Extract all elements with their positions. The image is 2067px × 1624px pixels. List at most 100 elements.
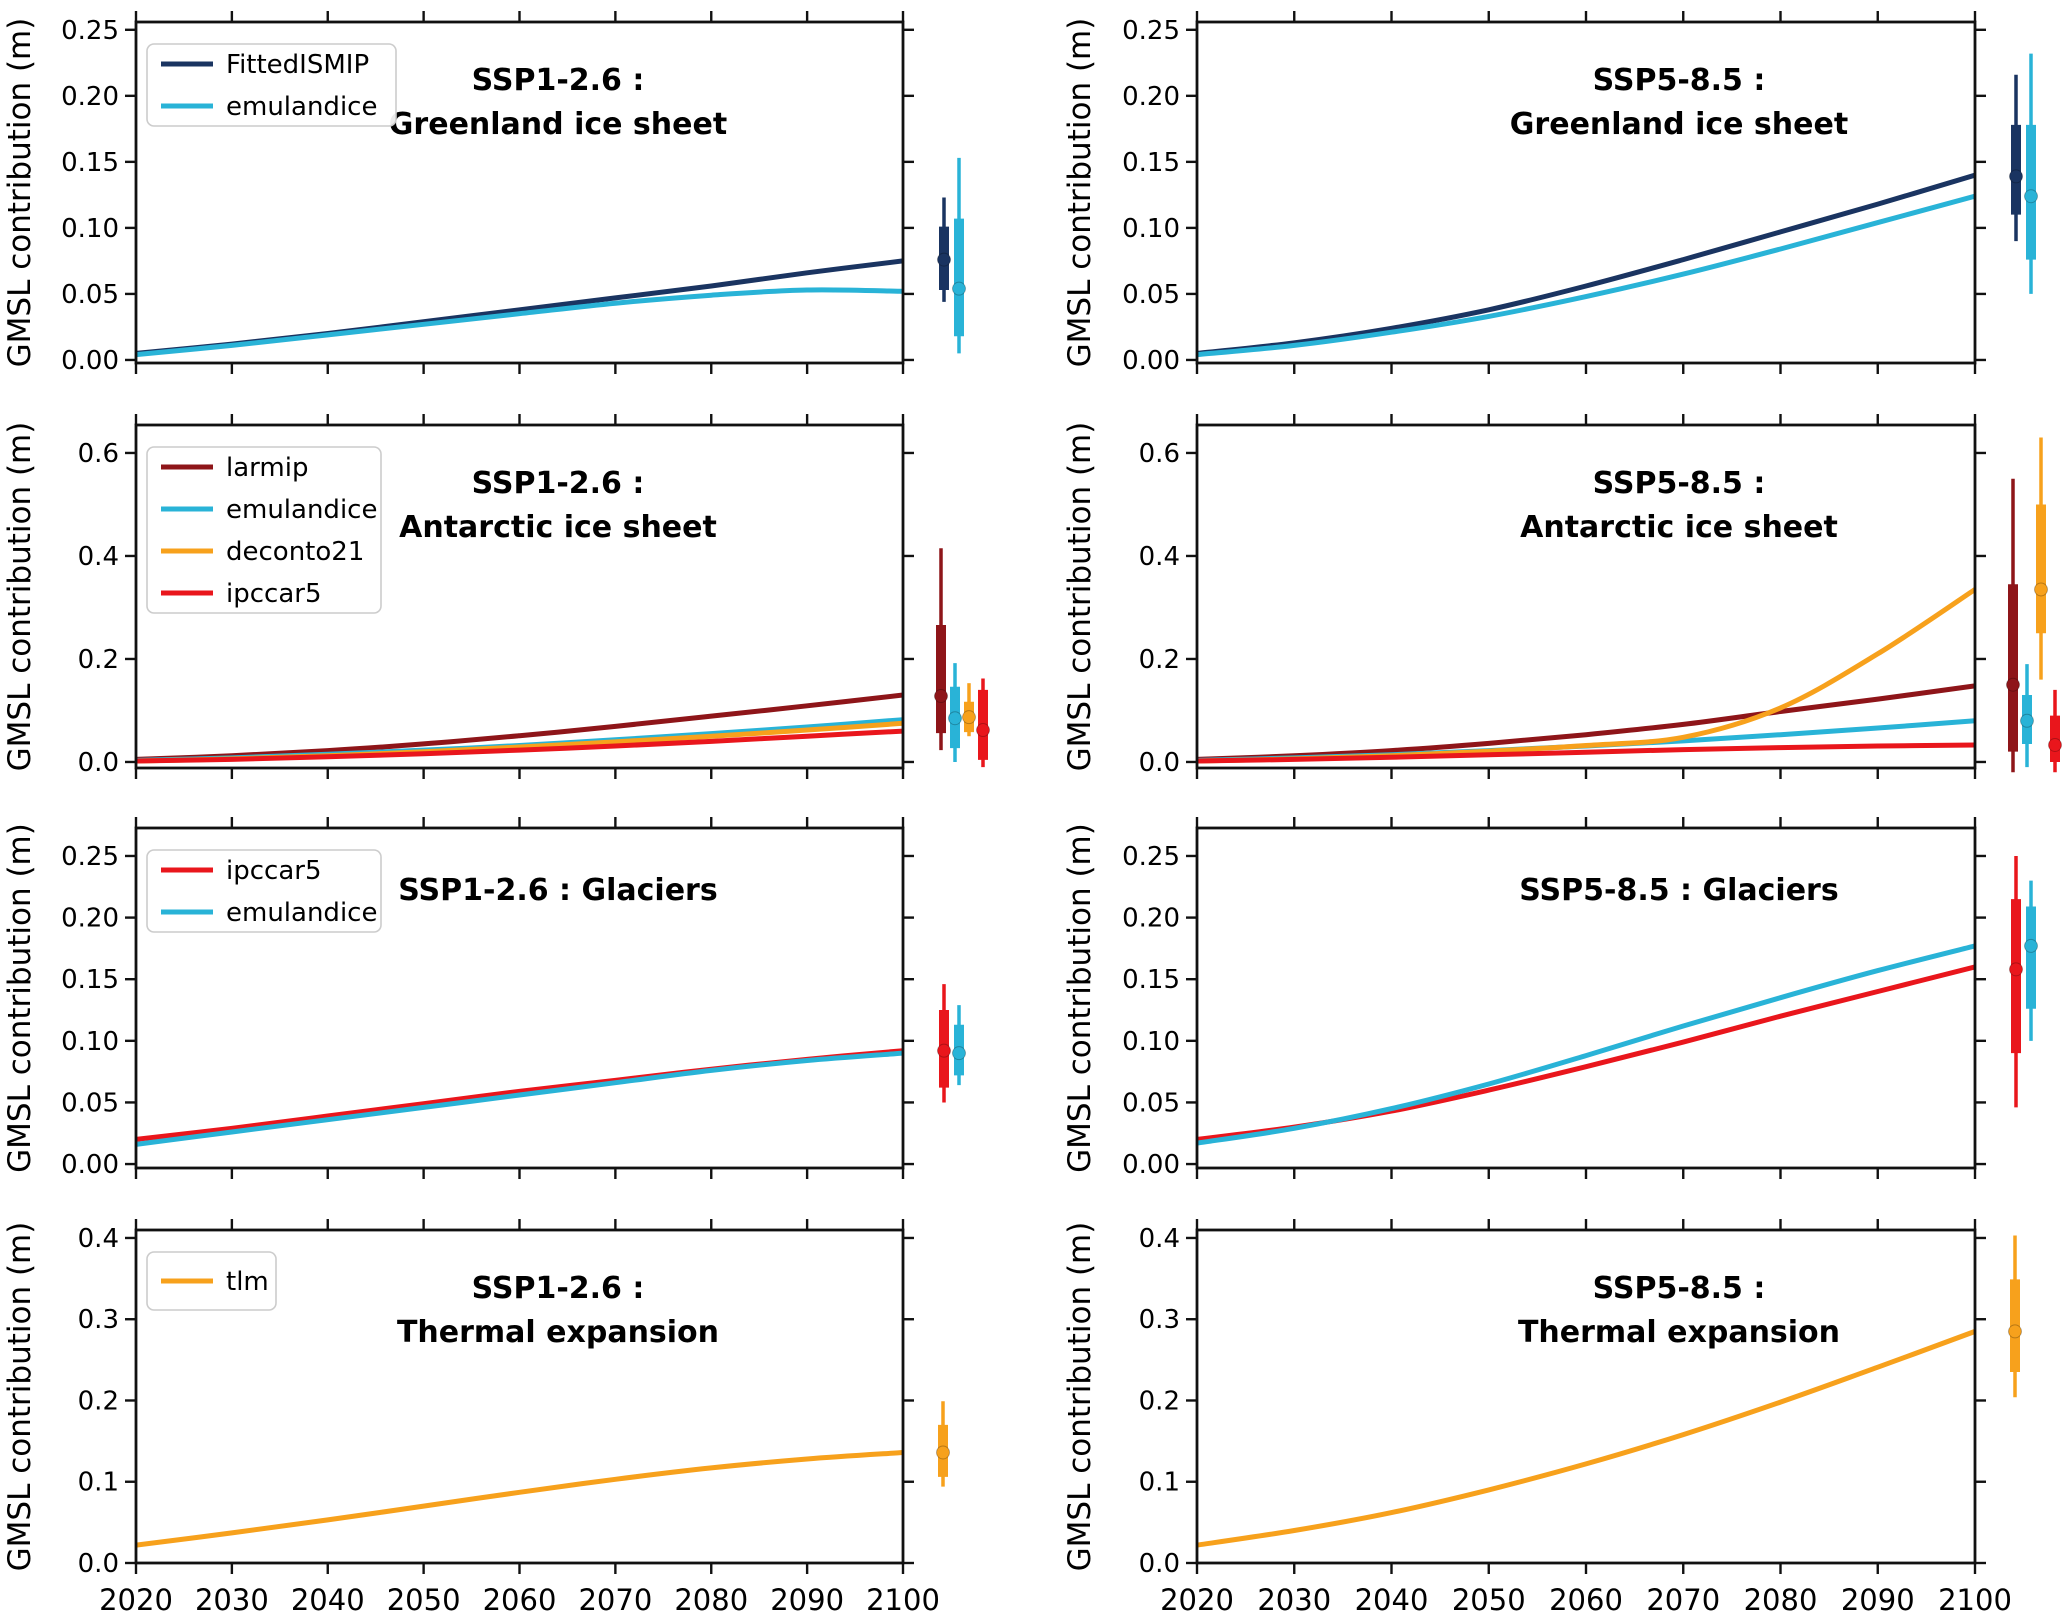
ssp126_thermal-legend: tlm [146, 1251, 277, 1311]
ssp585_glaciers-y-tick-label: 0.15 [1122, 965, 1180, 995]
ssp585_antarctic-errorbar-median-ipccar5 [2048, 737, 2062, 752]
ssp585_glaciers-y-tick-label: 0.00 [1122, 1150, 1180, 1180]
ssp126_thermal-x-tick-label: 2060 [483, 1583, 557, 1617]
svg-text:Antarctic ice sheet: Antarctic ice sheet [1520, 510, 1838, 545]
ssp126_thermal-legend-label-tlm: tlm [226, 1267, 269, 1297]
ssp585_thermal-errorbar-median-tlm [2008, 1324, 2022, 1339]
svg-text:SSP1-2.6 : Glaciers: SSP1-2.6 : Glaciers [398, 873, 717, 908]
ssp585_antarctic-errorbar-median-larmip [2006, 677, 2020, 692]
ssp126_greenland-ylabel: GMSL contribution (m) [2, 18, 38, 368]
ssp585_greenland-y-tick-label: 0.25 [1122, 16, 1180, 46]
svg-text:Greenland ice sheet: Greenland ice sheet [1510, 107, 1848, 142]
ssp585_thermal-axes-frame [1195, 1228, 1977, 1565]
ssp585_glaciers-x-ticks [1195, 817, 1977, 1179]
ssp585_greenland-ylabel: GMSL contribution (m) [1062, 18, 1098, 368]
ssp126_greenland-y-tick-label: 0.20 [61, 82, 119, 112]
panel-ssp585_antarctic: 0.0 0.2 0.4 0.6 GMSL contribution (m) SSP5-8.… [1062, 414, 2062, 779]
ssp585_glaciers-errorbar-median-emulandice [2024, 938, 2038, 953]
ssp585_thermal-y-ticks [1186, 1236, 1986, 1565]
ssp126_antarctic-errorbar-median-deconto21 [962, 710, 976, 725]
ssp126_glaciers-ylabel: GMSL contribution (m) [2, 823, 38, 1173]
ssp585_greenland-x-ticks [1195, 11, 1977, 374]
ssp126_glaciers-x-ticks [134, 817, 905, 1179]
ssp126_thermal-series-lines [136, 1450, 903, 1548]
ssp126_thermal-y-tick-label: 0.1 [78, 1468, 119, 1498]
ssp585_antarctic-errorbars [2006, 437, 2062, 773]
ssp126_thermal-title: SSP1-2.6 : Thermal expansion [397, 1271, 719, 1350]
svg-text:Antarctic ice sheet: Antarctic ice sheet [399, 510, 717, 545]
ssp585_greenland-y-ticks [1186, 28, 1986, 362]
ssp126_antarctic-y-tick-label: 0.0 [78, 748, 119, 778]
ssp585_thermal-x-tick-label: 2020 [1160, 1583, 1234, 1617]
ssp126_antarctic-y-tick-label: 0.6 [78, 439, 119, 469]
ssp585_antarctic-y-ticks [1186, 451, 1986, 764]
ssp126_antarctic-title: SSP1-2.6 : Antarctic ice sheet [399, 466, 717, 545]
ssp126_thermal-y-tick-label: 0.2 [78, 1386, 119, 1416]
ssp585_greenland-errorbar-median-emulandice [2024, 189, 2038, 204]
svg-text:SSP1-2.6 :: SSP1-2.6 : [472, 466, 645, 501]
ssp126_thermal-x-tick-label: 2070 [578, 1583, 652, 1617]
ssp126_antarctic-legend-label-deconto21: deconto21 [226, 537, 364, 567]
ssp585_antarctic-axes-frame [1195, 423, 1977, 770]
ssp126_thermal-x-ticks [134, 1219, 905, 1574]
ssp126_greenland-legend-label-emulandice: emulandice [226, 92, 377, 122]
ssp585_antarctic-errorbar-median-emulandice [2020, 713, 2034, 728]
ssp126_thermal-x-tick-label: 2080 [674, 1583, 748, 1617]
ssp126_greenland-y-tick-label: 0.25 [61, 16, 119, 46]
ssp585_greenland-y-tick-label: 0.00 [1122, 346, 1180, 376]
ssp126_glaciers-errorbar-median-ipccar5 [937, 1043, 951, 1058]
svg-text:SSP5-8.5 : Glaciers: SSP5-8.5 : Glaciers [1519, 873, 1838, 908]
ssp585_glaciers-series-lines [1197, 943, 1975, 1146]
ssp126_antarctic-errorbars [934, 548, 990, 768]
ssp585_glaciers-y-tick-label: 0.05 [1122, 1088, 1180, 1118]
ssp585_glaciers-y-tick-label: 0.10 [1122, 1027, 1180, 1057]
ssp126_antarctic-legend-label-ipccar5: ipccar5 [226, 579, 321, 609]
ssp126_antarctic-ylabel: GMSL contribution (m) [2, 422, 38, 772]
ssp126_thermal-y-ticks [125, 1236, 914, 1565]
svg-text:Thermal expansion: Thermal expansion [1518, 1315, 1840, 1350]
ssp585_greenland-axes-frame [1195, 20, 1977, 365]
ssp126_thermal-y-tick-label: 0.4 [78, 1224, 119, 1254]
panel-ssp126_greenland: 0.00 0.05 0.10 0.15 0.20 0.25 GMSL contributio… [2, 11, 966, 376]
ssp585_thermal-ylabel: GMSL contribution (m) [1062, 1222, 1098, 1572]
ssp126_greenland-x-ticks [134, 11, 905, 374]
ssp126_thermal-y-tick-label: 0.3 [78, 1305, 119, 1335]
ssp585_greenland-y-tick-label: 0.15 [1122, 148, 1180, 178]
svg-text:Thermal expansion: Thermal expansion [397, 1315, 719, 1350]
ssp585_antarctic-errorbar-median-deconto21 [2034, 582, 2048, 597]
ssp126_glaciers-y-tick-label: 0.10 [61, 1027, 119, 1057]
ssp126_glaciers-errorbar-median-emulandice [952, 1046, 966, 1061]
ssp126_glaciers-y-tick-label: 0.15 [61, 965, 119, 995]
ssp126_antarctic-legend: larmip emulandice deconto21 ipccar5 [146, 446, 382, 614]
ssp585_thermal-errorbars [2008, 1235, 2022, 1398]
ssp126_glaciers-y-tick-label: 0.25 [61, 842, 119, 872]
ssp585_glaciers-errorbar-median-ipccar5 [2009, 962, 2023, 977]
ssp585_greenland-line-FittedISMIP [1197, 172, 1975, 356]
ssp126_thermal-x-tick-label: 2050 [387, 1583, 461, 1617]
ssp585_thermal-y-tick-label: 0.3 [1139, 1305, 1180, 1335]
ssp126_greenland-errorbar-median-emulandice [952, 281, 966, 296]
ssp126_thermal-ylabel: GMSL contribution (m) [2, 1222, 38, 1572]
ssp126_antarctic-errorbar-median-ipccar5 [976, 723, 990, 738]
ssp585_thermal-x-tick-label: 2030 [1257, 1583, 1331, 1617]
ssp126_greenland-legend: FittedISMIP emulandice [146, 43, 397, 127]
ssp585_thermal-x-ticks [1195, 1219, 1977, 1574]
ssp585_antarctic-series-lines [1197, 586, 1975, 764]
ssp126_antarctic-series-lines [136, 692, 903, 764]
ssp126_thermal-x-tick-label: 2040 [291, 1583, 365, 1617]
ssp585_antarctic-y-tick-label: 0.2 [1139, 645, 1180, 675]
ssp126_antarctic-legend-label-larmip: larmip [226, 453, 308, 483]
ssp126_glaciers-y-ticks [125, 854, 914, 1166]
ssp585_antarctic-x-ticks [1195, 414, 1977, 779]
ssp585_greenland-y-tick-label: 0.20 [1122, 82, 1180, 112]
ssp126_greenland-y-tick-label: 0.00 [61, 346, 119, 376]
ssp126_antarctic-line-ipccar5 [136, 728, 903, 764]
ssp585_glaciers-errorbars [2009, 855, 2038, 1108]
ssp585_glaciers-y-tick-label: 0.25 [1122, 842, 1180, 872]
ssp585_thermal-title: SSP5-8.5 : Thermal expansion [1518, 1271, 1840, 1350]
ssp126_glaciers-errorbars [937, 984, 966, 1103]
ssp126_greenland-y-tick-label: 0.15 [61, 148, 119, 178]
ssp585_antarctic-line-larmip [1197, 683, 1975, 762]
